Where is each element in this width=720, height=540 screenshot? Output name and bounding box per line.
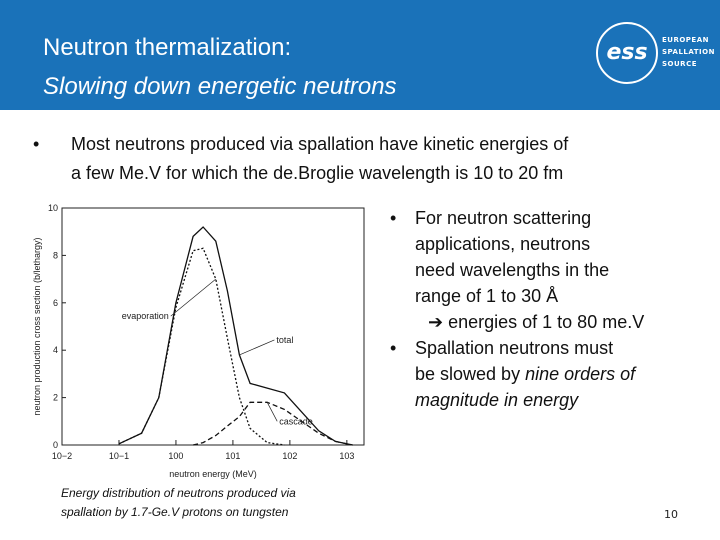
text: nine orders of <box>525 364 636 384</box>
y-axis-label: neutron production cross section (b/leth… <box>32 237 42 415</box>
logo: ess <box>596 22 658 84</box>
bullet-dot: • <box>390 338 397 358</box>
bullet-line: need wavelengths in the <box>415 260 609 281</box>
bullet-text: Most neutrons produced via spallation ha… <box>71 134 569 154</box>
chart: 0 2 4 6 8 10 10−2 10−1 100 101 102 103 neutron energ… <box>32 203 365 479</box>
x-tick-label: 100 <box>168 451 183 461</box>
x-tick-label: 102 <box>282 451 297 461</box>
series-label: evaporation <box>122 311 169 321</box>
x-tick-label: 101 <box>225 451 240 461</box>
text: energies of 1 to 80 me.V <box>448 312 645 332</box>
logo-text: SPALLATION <box>662 48 715 56</box>
logo-text: EUROPEAN <box>662 36 709 44</box>
line-series <box>118 247 285 446</box>
bullet-line: applications, neutrons <box>415 234 590 255</box>
caption: Energy distribution of neutrons produced… <box>61 486 296 500</box>
leader-line <box>239 339 275 356</box>
leader-line <box>266 402 278 422</box>
y-tick-label: 8 <box>53 250 58 260</box>
bullet-dot: • <box>33 134 40 154</box>
bullet-line: be slowed by nine orders of <box>415 364 635 385</box>
y-tick-label: 10 <box>48 203 58 213</box>
bullet-dot: • <box>390 208 397 228</box>
x-tick-label: 10−2 <box>52 451 72 461</box>
plot-frame <box>61 207 365 446</box>
line-series <box>118 226 353 446</box>
bullet-line: magnitude in energy <box>415 390 578 411</box>
y-tick-label: 2 <box>53 393 58 403</box>
x-tick-label: 10−1 <box>109 451 129 461</box>
text: magnitude in energy <box>415 390 579 410</box>
text: Spallation neutrons must <box>415 338 614 358</box>
text: range of 1 to 30 Å <box>415 286 559 306</box>
y-tick-label: 4 <box>53 345 58 355</box>
bullet-line: For neutron scattering <box>415 208 591 229</box>
x-tick-label: 103 <box>339 451 354 461</box>
bullet-line: ➔ energies of 1 to 80 me.V <box>428 312 644 333</box>
y-tick-label: 0 <box>53 440 58 450</box>
bullet-text: a few Me.V for which the de.Broglie wave… <box>71 163 564 183</box>
header: Neutron thermalization: Slowing down ene… <box>0 0 720 110</box>
logo-text: SOURCE <box>662 60 697 68</box>
series-label: total <box>276 335 293 345</box>
leader-line <box>170 278 216 317</box>
x-axis-label: neutron energy (MeV) <box>169 469 257 479</box>
page-number: 10 <box>664 508 678 521</box>
line-series <box>192 401 353 446</box>
text: applications, neutrons <box>415 234 591 254</box>
text: need wavelengths in the <box>415 260 610 280</box>
title: Slowing down energetic neutrons <box>43 73 397 100</box>
bullet-line: Spallation neutrons must <box>415 338 613 359</box>
bullet-line: range of 1 to 30 Å <box>415 286 558 307</box>
text: For neutron scattering <box>415 208 592 228</box>
text: be slowed by <box>415 364 526 384</box>
series-label: cascade <box>279 416 313 426</box>
arrow-icon: ➔ <box>428 312 449 332</box>
y-tick-label: 6 <box>53 298 58 308</box>
title: Neutron thermalization: <box>43 34 292 61</box>
caption: spallation by 1.7-Ge.V protons on tungst… <box>61 505 289 519</box>
